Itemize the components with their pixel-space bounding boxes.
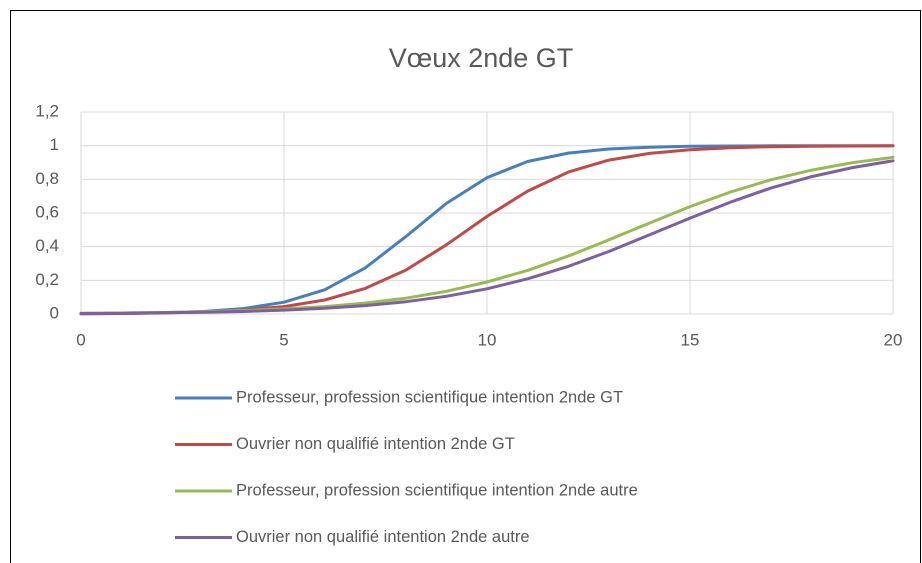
y-tick-label: 0,6 — [35, 202, 59, 221]
y-tick-label: 1,2 — [35, 101, 59, 120]
y-tick-label: 1 — [50, 135, 59, 154]
y-tick-label: 0 — [50, 303, 59, 322]
y-tick-label: 0,4 — [35, 236, 59, 255]
x-tick-label: 10 — [478, 330, 497, 349]
series-line — [79, 159, 895, 315]
x-tick-label: 15 — [681, 330, 700, 349]
legend-label: Professeur, profession scientifique inte… — [236, 481, 638, 499]
y-tick-label: 0,8 — [35, 169, 59, 188]
x-tick-label: 0 — [76, 330, 85, 349]
y-tick-label: 0,2 — [35, 270, 59, 289]
legend-label: Ouvrier non qualifié intention 2nde GT — [236, 435, 515, 453]
legend-label: Professeur, profession scientifique inte… — [236, 388, 623, 406]
x-tick-label: 20 — [884, 330, 903, 349]
x-tick-label: 5 — [279, 330, 288, 349]
chart-title: Vœux 2nde GT — [389, 43, 574, 73]
legend-label: Ouvrier non qualifié intention 2nde autr… — [236, 528, 530, 546]
